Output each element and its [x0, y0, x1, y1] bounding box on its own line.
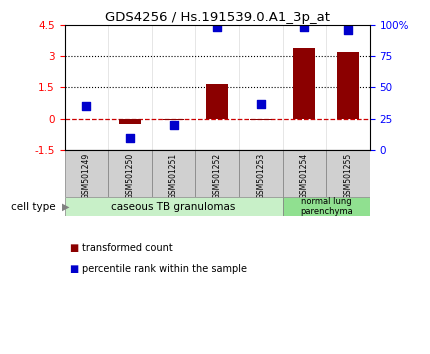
Point	[344, 27, 351, 33]
Point	[170, 122, 177, 128]
Text: caseous TB granulomas: caseous TB granulomas	[111, 201, 236, 212]
Text: ▶: ▶	[62, 201, 70, 212]
Bar	[337, 52, 359, 119]
Bar	[108, 150, 152, 197]
Bar	[206, 84, 228, 119]
Point	[83, 103, 90, 109]
Title: GDS4256 / Hs.191539.0.A1_3p_at: GDS4256 / Hs.191539.0.A1_3p_at	[104, 11, 330, 24]
Bar	[64, 197, 283, 216]
Text: transformed count: transformed count	[82, 243, 172, 253]
Text: ■: ■	[69, 243, 78, 253]
Text: GSM501254: GSM501254	[300, 153, 309, 199]
Bar	[293, 48, 315, 119]
Text: GSM501249: GSM501249	[82, 153, 91, 199]
Text: GSM501253: GSM501253	[256, 153, 265, 199]
Text: GSM501250: GSM501250	[126, 153, 135, 199]
Point	[214, 24, 221, 30]
Bar	[119, 119, 141, 124]
Bar	[152, 150, 195, 197]
Point	[257, 101, 264, 107]
Bar	[283, 150, 326, 197]
Point	[301, 24, 308, 30]
Bar	[239, 150, 283, 197]
Text: cell type: cell type	[11, 201, 56, 212]
Point	[126, 135, 133, 141]
Text: normal lung
parenchyma: normal lung parenchyma	[300, 197, 353, 216]
Text: percentile rank within the sample: percentile rank within the sample	[82, 264, 247, 274]
Text: GSM501255: GSM501255	[344, 153, 353, 199]
Bar	[64, 150, 108, 197]
Text: ■: ■	[69, 264, 78, 274]
Bar	[163, 119, 184, 120]
Text: GSM501252: GSM501252	[213, 153, 221, 199]
Bar	[283, 197, 370, 216]
Bar	[195, 150, 239, 197]
Text: GSM501251: GSM501251	[169, 153, 178, 199]
Bar	[326, 150, 370, 197]
Bar	[250, 119, 272, 120]
